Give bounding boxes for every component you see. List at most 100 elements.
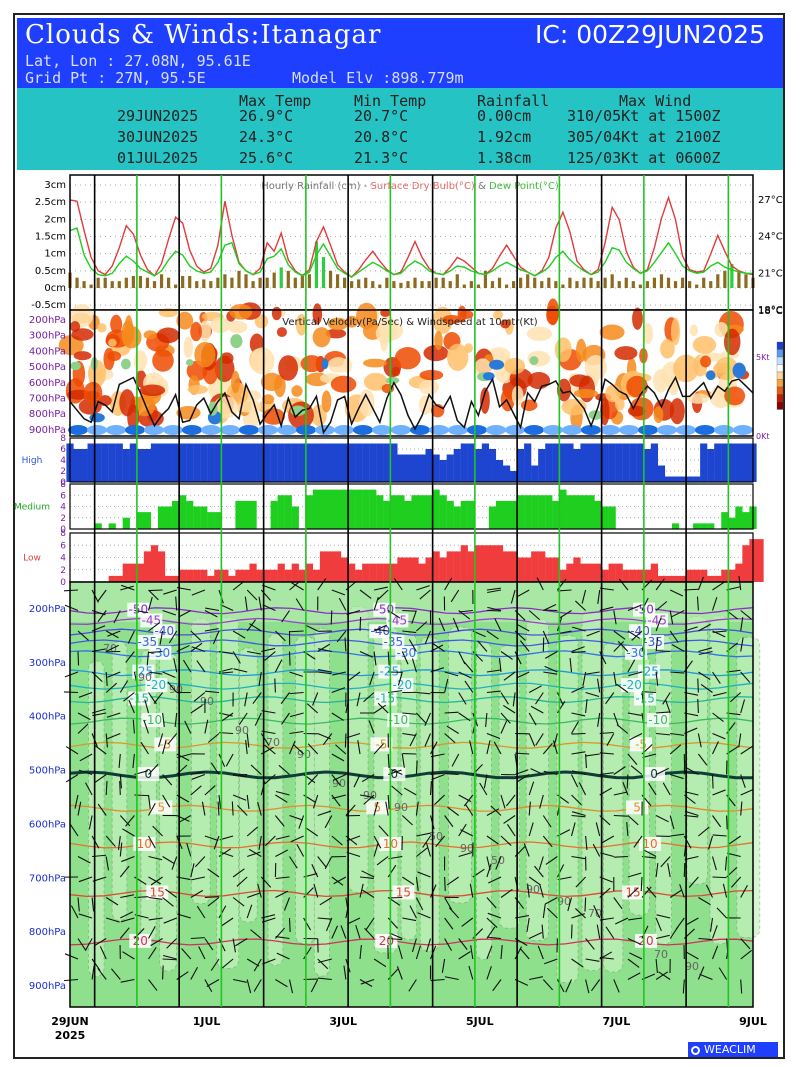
- medium-cloud-bar: [383, 500, 391, 529]
- wind-barb: [148, 589, 163, 592]
- wind-barb: [605, 692, 615, 705]
- wind-barb: [317, 643, 330, 652]
- wind-barb: [679, 884, 685, 898]
- vv-blob: [214, 355, 235, 383]
- wind-barb: [146, 651, 150, 666]
- wind-barb: [191, 773, 206, 780]
- wind-barb: [444, 773, 459, 776]
- rain-bar: [96, 277, 100, 288]
- wind-barb: [91, 671, 103, 683]
- rain-bar: [730, 263, 734, 288]
- vv-blob: [394, 346, 421, 370]
- high-cloud-bar: [552, 443, 560, 482]
- low-cloud-bar: [678, 575, 687, 582]
- low-cloud-bar: [404, 557, 412, 582]
- low-cloud-bar: [157, 551, 166, 582]
- row-rainfall: 1.92cm: [477, 128, 532, 146]
- wind-barb: [498, 658, 502, 673]
- wind-barb: [357, 740, 361, 755]
- wind-barb: [726, 852, 741, 858]
- wind-barb: [148, 650, 163, 654]
- wind-barb: [415, 945, 422, 960]
- wind-barb: [190, 863, 195, 878]
- wind-barb: [740, 774, 746, 788]
- wind-barb: [626, 822, 629, 837]
- vv-bottom-blob: [581, 425, 601, 435]
- wind-barb: [712, 581, 725, 591]
- vv-blob: [500, 319, 511, 329]
- vv-blob: [689, 324, 699, 337]
- wind-tick-label: 300hPa: [29, 658, 66, 669]
- wind-barb: [233, 773, 248, 776]
- isotherm-label: -45: [647, 613, 667, 627]
- wind-barb: [148, 979, 158, 991]
- medium-cloud-bar: [721, 512, 729, 529]
- wind-barb: [450, 589, 460, 603]
- wind-barb: [596, 678, 601, 693]
- wind-barb: [656, 650, 671, 653]
- row-max-wind: 305/04Kt at 2100Z: [567, 128, 721, 146]
- vv-blob: [546, 305, 559, 325]
- high-cloud-bar: [439, 460, 447, 482]
- wind-barb: [122, 828, 135, 837]
- rh-moist-band: [475, 641, 492, 961]
- wind-barb: [711, 597, 718, 611]
- wind-barb: [698, 671, 711, 681]
- wind-barb: [94, 745, 107, 755]
- wind-barb: [536, 577, 544, 591]
- vv-right-label: 0Kt: [756, 432, 769, 441]
- wind-barb: [322, 733, 333, 746]
- high-cloud-bar: [369, 443, 377, 482]
- rh-label: 90: [460, 842, 474, 855]
- wind-barb: [359, 883, 364, 898]
- vv-sink-blob: [385, 376, 400, 385]
- wind-barb: [535, 692, 544, 705]
- isotherm-line: [69, 770, 753, 780]
- medium-cloud-bar: [362, 489, 370, 529]
- isotherm-label: -35: [384, 635, 404, 649]
- low-cloud-bar: [228, 575, 236, 582]
- wind-barb: [444, 938, 453, 951]
- wind-barb: [487, 606, 502, 612]
- low-cloud-bar: [643, 569, 651, 582]
- isotherm-label-bg: [145, 678, 168, 693]
- high-cloud-bar: [172, 443, 180, 482]
- vertical-velocity-panel: 200hPa 300hPa 400hPa 500hPa 600hPa 700hPa 800h…: [29, 298, 784, 441]
- vv-blob: [669, 398, 685, 425]
- wind-barb: [148, 622, 160, 632]
- isotherm-label: 20: [133, 934, 148, 948]
- wind-barb: [307, 774, 319, 786]
- wind-barb: [641, 925, 649, 939]
- low-cloud-tick-label: 6: [60, 541, 66, 551]
- wind-barb: [730, 876, 742, 888]
- dewpoint-line: [69, 227, 753, 278]
- wind-barb: [289, 814, 303, 821]
- high-cloud-bar: [214, 443, 222, 482]
- rain-tick-label: 1.5cm: [35, 232, 66, 243]
- rain-bar: [645, 281, 649, 288]
- wind-barb: [159, 630, 164, 645]
- rain-panel-bg: [70, 175, 753, 310]
- wind-barb: [289, 691, 304, 695]
- wind-barb: [236, 876, 248, 887]
- wind-barb: [528, 822, 534, 837]
- low-cloud-bar: [531, 551, 539, 582]
- logo-icon: [691, 1046, 700, 1055]
- rain-bar: [307, 274, 312, 288]
- low-cloud-bar: [200, 569, 208, 582]
- wind-barb: [163, 954, 177, 960]
- medium-cloud-tick-label: 4: [60, 503, 66, 513]
- wind-barb: [85, 782, 93, 796]
- wind-barb: [452, 617, 460, 632]
- wind-barb: [317, 648, 332, 653]
- rain-bar: [300, 274, 304, 288]
- rain-bar: [75, 277, 79, 288]
- vv-sink-blob: [321, 358, 329, 370]
- wind-barb: [122, 951, 135, 960]
- wind-barb: [516, 671, 530, 679]
- high-cloud-bar: [298, 443, 306, 482]
- low-cloud-label: Low: [23, 554, 41, 564]
- wind-barb: [486, 587, 501, 591]
- wind-barb: [697, 678, 699, 693]
- high-cloud-bar: [721, 443, 729, 482]
